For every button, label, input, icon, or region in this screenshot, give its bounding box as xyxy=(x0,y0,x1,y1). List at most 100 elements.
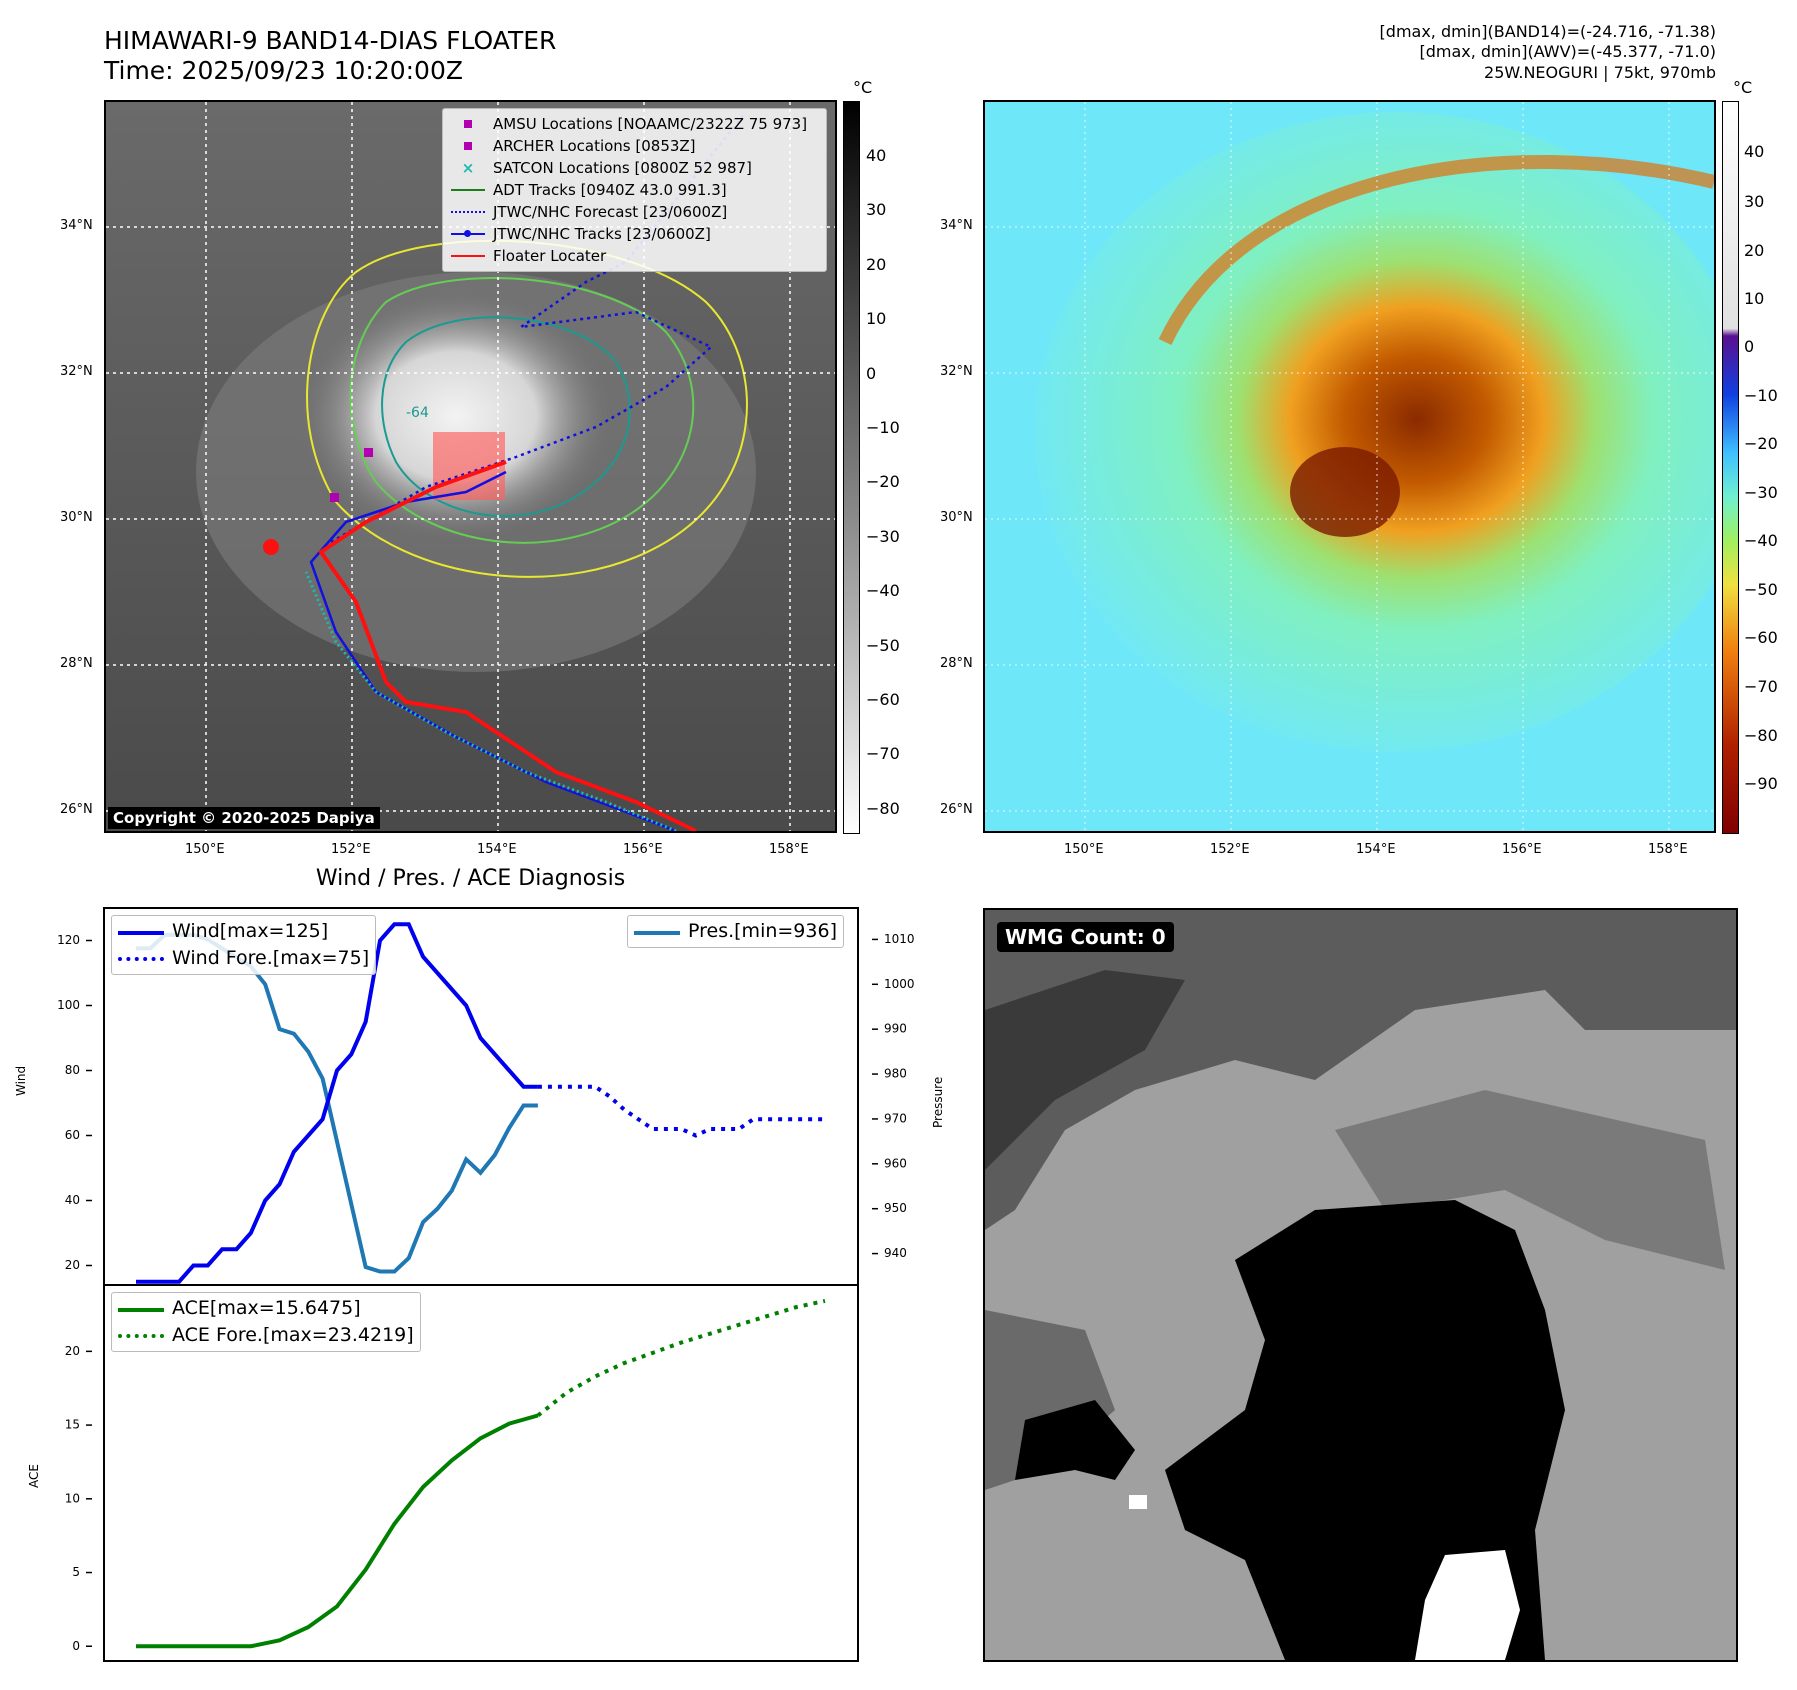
ir-satellite-map: -64 AMSU Locations [NOAAMC/2322Z 75 973]… xyxy=(104,100,837,833)
copyright-label: Copyright © 2020-2025 Dapiya xyxy=(108,807,380,829)
awv-grid-lines xyxy=(985,102,1714,831)
blue-dotted-line-icon xyxy=(451,205,485,219)
colorbar-gray-tick: 30 xyxy=(866,200,887,220)
wind-tick-label: 80 xyxy=(65,1063,80,1077)
colorbar-gray-tick: −80 xyxy=(866,798,900,818)
lon-label-154-r: 154°E xyxy=(1356,842,1396,857)
blue-line-dot-icon xyxy=(451,227,485,241)
amsu-marker xyxy=(364,448,373,457)
pressure-tick-label: 1010 xyxy=(884,932,915,946)
colorbar-gray-tick: −20 xyxy=(866,472,900,492)
ace-axis-label: ACE xyxy=(27,1464,41,1488)
lat-label-30: 30°N xyxy=(60,510,93,525)
pressure-tick-label: 960 xyxy=(884,1156,907,1170)
lon-label-152: 152°E xyxy=(331,842,371,857)
contour-label: -64 xyxy=(406,405,429,421)
lat-label-28: 28°N xyxy=(60,656,93,671)
page-subtitle-time: Time: 2025/09/23 10:20:00Z xyxy=(104,56,463,85)
map-legend: AMSU Locations [NOAAMC/2322Z 75 973] ARC… xyxy=(442,108,827,272)
ace-layer: 0 5 10 15 20 xyxy=(65,1298,826,1653)
ace-tick-label: 0 xyxy=(72,1639,80,1653)
lon-label-158: 158°E xyxy=(769,842,809,857)
legend-item-jtwc-forecast: JTWC/NHC Forecast [23/0600Z] xyxy=(451,201,818,223)
ace-legend: ACE[max=15.6475] ACE Fore.[max=23.4219] xyxy=(111,1292,421,1352)
wind-line-icon xyxy=(118,925,164,939)
wmg-darker-region xyxy=(985,970,1185,1170)
colorbar-color-tick: −90 xyxy=(1744,774,1778,793)
colorbar-gray-tick: 40 xyxy=(866,146,887,165)
ace-fore-line-icon xyxy=(118,1329,164,1343)
green-line-icon xyxy=(451,183,485,197)
colorbar-color-tick: −80 xyxy=(1744,726,1778,745)
colorbar-color-tick: −70 xyxy=(1744,677,1778,696)
wind-tick-label: 120 xyxy=(57,933,80,947)
awv-eye-region xyxy=(1290,447,1400,537)
wind-tick-label: 40 xyxy=(65,1193,80,1207)
lat-label-32-r: 32°N xyxy=(940,364,973,379)
lon-label-154: 154°E xyxy=(477,842,517,857)
legend-item-jtwc-tracks: JTWC/NHC Tracks [23/0600Z] xyxy=(451,223,818,245)
colorbar-gray-tick: −50 xyxy=(866,635,900,655)
colorbar-color-tick: −50 xyxy=(1744,580,1778,599)
contour-green xyxy=(349,277,695,544)
teal-x-icon: × xyxy=(461,159,475,177)
lon-label-156: 156°E xyxy=(623,842,663,857)
wind-tick-label: 20 xyxy=(65,1258,80,1272)
colorbar-color xyxy=(1722,101,1739,834)
legend-item-satcon: × SATCON Locations [0800Z 52 987] xyxy=(451,157,818,179)
wmg-svg xyxy=(985,910,1736,1660)
ace-tick-label: 20 xyxy=(65,1344,80,1358)
pressure-tick-label: 940 xyxy=(884,1246,907,1260)
wmg-white-patch xyxy=(1415,1550,1520,1660)
ace-tick-label: 5 xyxy=(72,1565,80,1579)
legend-item-ace: ACE[max=15.6475] xyxy=(118,1295,414,1322)
jtwc-track xyxy=(309,470,677,831)
colorbar-gray-tick: 10 xyxy=(866,309,887,329)
colorbar-color-tick: −20 xyxy=(1744,434,1778,453)
satcon-track xyxy=(304,571,677,831)
info-line-awv: [dmax, dmin](AWV)=(-45.377, -71.0) xyxy=(1419,42,1716,61)
lon-label-150-r: 150°E xyxy=(1064,842,1104,857)
colorbar-color-tick: 0 xyxy=(1744,337,1755,356)
ace-series-line xyxy=(136,1413,539,1649)
colorbar-gray-tick: 0 xyxy=(866,363,877,383)
legend-item-amsu: AMSU Locations [NOAAMC/2322Z 75 973] xyxy=(451,113,818,135)
red-line-icon xyxy=(451,249,485,263)
colorbar-gray-tick: −40 xyxy=(866,581,900,601)
colorbar-color-tick: −60 xyxy=(1744,628,1778,647)
lon-label-152-r: 152°E xyxy=(1210,842,1250,857)
colorbar-color-unit: °C xyxy=(1733,78,1753,97)
lon-label-156-r: 156°E xyxy=(1502,842,1542,857)
magenta-square-icon xyxy=(451,139,485,153)
wind-fore-line-icon xyxy=(118,952,164,966)
pressure-series-line xyxy=(136,932,538,1274)
ace-tick-label: 15 xyxy=(65,1418,80,1432)
colorbar-gray-tick: −60 xyxy=(866,690,900,709)
colorbar-color-tick: 20 xyxy=(1744,241,1765,260)
legend-item-ace-fore: ACE Fore.[max=23.4219] xyxy=(118,1322,414,1349)
lon-label-158-r: 158°E xyxy=(1648,842,1688,857)
colorbar-gray-tick: −30 xyxy=(866,526,900,546)
wind-series-line xyxy=(136,922,538,1284)
wmg-black-patch xyxy=(1015,1400,1135,1480)
lat-label-30-r: 30°N xyxy=(940,510,973,525)
lat-label-32: 32°N xyxy=(60,364,93,379)
colorbar-gray-tick: −70 xyxy=(866,744,900,764)
wmg-panel: WMG Count: 0 xyxy=(983,908,1738,1662)
pressure-tick-label: 990 xyxy=(884,1022,907,1036)
lat-label-26: 26°N xyxy=(60,802,93,817)
wmg-black-region xyxy=(1165,1200,1565,1660)
ace-forecast-line xyxy=(536,1298,826,1418)
info-line-band14: [dmax, dmin](BAND14)=(-24.716, -71.38) xyxy=(1379,22,1716,41)
pressure-tick-label: 970 xyxy=(884,1111,907,1125)
wind-axis-label: Wind xyxy=(14,1065,28,1096)
diag-title: Wind / Pres. / ACE Diagnosis xyxy=(315,866,626,891)
forecast-track xyxy=(330,111,747,544)
lat-label-28-r: 28°N xyxy=(940,656,973,671)
pressure-line-icon xyxy=(634,925,680,939)
colorbar-color-tick: 30 xyxy=(1744,192,1765,211)
wind-tick-label: 100 xyxy=(57,998,80,1012)
wmg-white-dot xyxy=(1129,1495,1147,1509)
lat-label-34-r: 34°N xyxy=(940,218,973,233)
archer-marker xyxy=(330,493,339,502)
